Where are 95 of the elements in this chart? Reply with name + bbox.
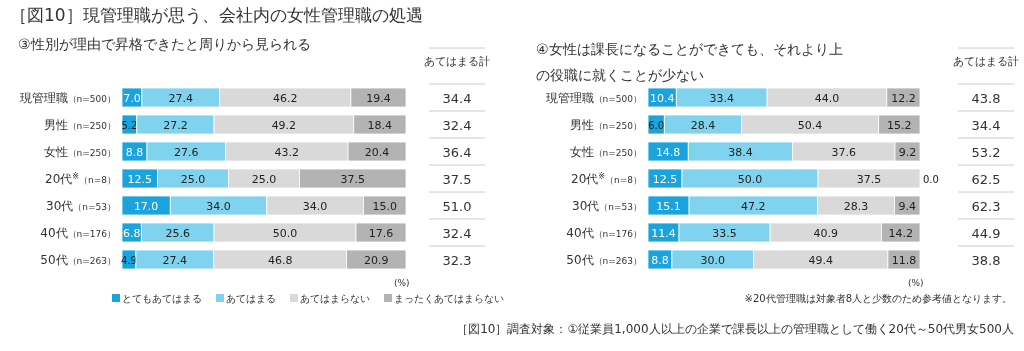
data-label: 20.4	[364, 145, 390, 159]
data-label: 18.4	[367, 118, 393, 132]
y-tick-label: 30代（n=53）	[46, 198, 116, 213]
text: 43.8	[971, 90, 1001, 106]
text: 32.4	[442, 225, 472, 241]
data-label: 28.4	[690, 118, 716, 132]
data-label: 33.4	[709, 91, 734, 105]
y-tick-label: 50代（n=263）	[566, 252, 642, 267]
y-tick-label: 40代（n=176）	[566, 225, 642, 240]
data-label: 25.6	[165, 226, 190, 240]
data-label: 46.2	[273, 91, 298, 105]
data-label: 50.0	[737, 172, 763, 186]
data-label: 9.2	[898, 145, 917, 159]
data-label: 49.4	[808, 253, 833, 267]
data-label: 15.0	[372, 199, 397, 213]
data-label: 14.8	[655, 145, 681, 159]
data-label: 11.4	[651, 226, 676, 240]
data-label: 25.0	[180, 172, 206, 186]
text: 44.9	[971, 225, 1001, 241]
data-label: 15.2	[887, 118, 912, 132]
text: 36.4	[442, 144, 472, 160]
data-label: 47.2	[741, 199, 766, 213]
data-label: 27.6	[173, 145, 199, 159]
data-label: 27.4	[162, 253, 188, 267]
y-tick-label: 20代$^{※}$（n=8）	[45, 171, 116, 186]
data-label: 28.3	[843, 199, 869, 213]
data-label: 7.0	[123, 91, 141, 105]
data-label: 0.0	[923, 173, 939, 185]
data-label: 46.8	[267, 253, 293, 267]
text: 62.3	[971, 198, 1001, 214]
text: 62.5	[971, 171, 1001, 187]
legend-label: あてはまる	[225, 293, 276, 304]
data-label: 12.2	[891, 91, 916, 105]
data-label: 38.4	[728, 145, 753, 159]
data-label: 44.0	[814, 91, 840, 105]
text: ※20代管理職は対象者8人と少数のため参考値となります。	[744, 292, 1012, 306]
data-label: 49.2	[271, 118, 297, 132]
y-tick-label: 現管理職（n=500）	[545, 90, 642, 105]
y-tick-label: 女性（n=250）	[43, 144, 116, 159]
text: 51.0	[442, 198, 472, 214]
text: あてはまる計	[423, 54, 491, 69]
y-tick-label: 女性（n=250）	[569, 144, 642, 159]
text: 34.4	[971, 117, 1001, 133]
data-label: 33.5	[712, 226, 737, 240]
legend-label: とてもあてはまる	[121, 293, 202, 304]
data-label: 34.0	[206, 199, 231, 213]
y-tick-label: 50代（n=263）	[40, 252, 116, 267]
text: 53.2	[971, 144, 1001, 160]
data-label: 43.2	[274, 145, 299, 159]
text: 37.5	[442, 171, 472, 187]
text: あてはまる計	[952, 54, 1020, 69]
data-label: 8.8	[651, 253, 669, 267]
data-label: 12.5	[127, 172, 152, 186]
data-label: 50.4	[797, 118, 823, 132]
data-label: 10.4	[649, 91, 675, 105]
data-label: 20.9	[364, 253, 389, 267]
data-label: 34.0	[302, 199, 328, 213]
data-label: 37.5	[340, 172, 365, 186]
text: (%)	[394, 278, 410, 288]
data-label: 40.9	[813, 226, 838, 240]
text: ［図10］調査対象：①従業員1,000人以上の企業で課長以上の管理職として働く20代～50代男女500人	[456, 321, 1014, 338]
data-label: 6.8	[122, 226, 141, 240]
data-label: 37.5	[856, 172, 882, 186]
data-label: 25.0	[251, 172, 277, 186]
data-label: 12.5	[652, 172, 678, 186]
data-label: 17.6	[368, 226, 394, 240]
data-label: 11.8	[891, 253, 917, 267]
y-tick-label: 現管理職（n=500）	[19, 90, 116, 105]
chart-subtitle: ③性別が理由で昇格できたと周りから見られる	[18, 36, 311, 54]
text: 34.4	[442, 90, 472, 106]
legend-label: まったくあてはまらない	[393, 293, 504, 304]
y-tick-label: 男性（n=250）	[43, 117, 116, 132]
text: 32.4	[442, 117, 472, 133]
chart-title: ［図10］現管理職が思う、会社内の女性管理職の処遇	[10, 4, 423, 27]
data-label: 17.0	[133, 199, 159, 213]
y-tick-label: 40代（n=176）	[40, 225, 116, 240]
legend-label: あてはまらない	[299, 293, 370, 304]
chart-title: ④女性は課長になることができても、それより上の役職に就くことが少ない	[536, 40, 844, 85]
text: 32.3	[442, 252, 472, 268]
data-label: 27.4	[168, 91, 194, 105]
y-tick-label: 男性（n=250）	[569, 117, 642, 132]
data-label: 6.0	[648, 119, 665, 131]
data-label: 37.6	[831, 145, 857, 159]
data-label: 30.0	[700, 253, 725, 267]
text: 38.8	[971, 252, 1001, 268]
data-label: 15.1	[656, 199, 681, 213]
y-tick-label: 20代$^{※}$（n=8）	[571, 171, 642, 186]
text: (%)	[908, 278, 924, 288]
data-label: 14.2	[888, 226, 913, 240]
data-label: 9.4	[898, 199, 916, 213]
data-label: 27.2	[163, 118, 188, 132]
data-label: 19.4	[366, 91, 391, 105]
data-label: 8.8	[125, 145, 144, 159]
data-label: 50.0	[272, 226, 298, 240]
y-tick-label: 30代（n=53）	[572, 198, 642, 213]
